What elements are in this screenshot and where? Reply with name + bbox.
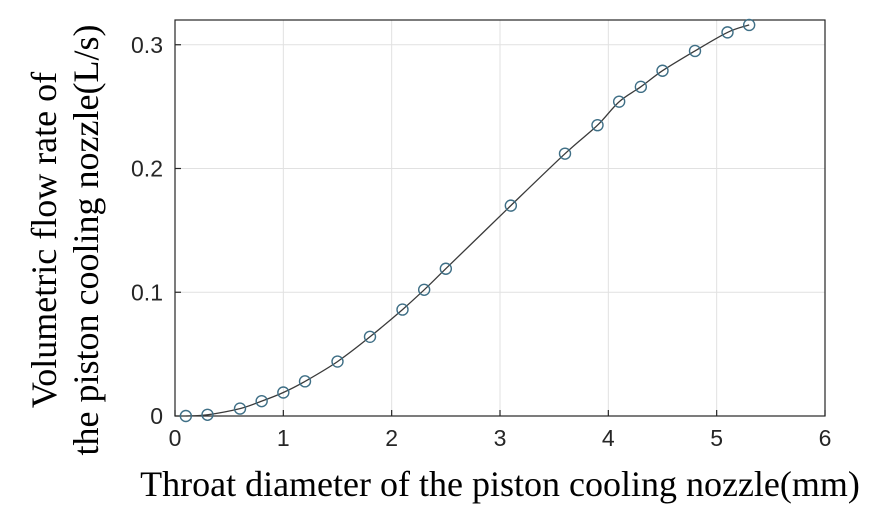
data-point — [721, 26, 734, 39]
data-point — [634, 80, 648, 94]
data-point-layer — [179, 18, 756, 423]
y-tick-label: 0 — [150, 403, 163, 429]
data-point — [233, 402, 247, 415]
data-point — [417, 283, 431, 296]
x-axis-title: Throat diameter of the piston cooling no… — [140, 464, 860, 504]
x-tick-label: 6 — [819, 425, 832, 451]
data-point — [612, 95, 626, 108]
data-point — [255, 394, 268, 408]
data-point — [439, 262, 453, 275]
y-axis-title-line-1: Volumetric flow rate of — [24, 72, 64, 408]
y-tick-label: 0.3 — [131, 32, 163, 58]
data-point — [591, 118, 604, 132]
x-tick-label: 2 — [385, 425, 398, 451]
tick-layer: 0 1 2 3 4 5 6 0 0.1 0.2 0.3 — [131, 32, 831, 451]
data-point — [558, 147, 572, 160]
data-point — [688, 44, 702, 58]
data-point — [298, 375, 312, 388]
x-tick-label: 5 — [710, 425, 723, 451]
fit-curve-line — [185, 24, 750, 417]
x-tick-label: 4 — [602, 425, 615, 451]
y-tick-label: 0.1 — [131, 279, 163, 305]
data-point — [179, 409, 193, 423]
grid-layer — [175, 20, 825, 416]
data-point — [396, 303, 409, 316]
data-point — [504, 199, 518, 212]
x-tick-label: 0 — [169, 425, 182, 451]
y-tick-label: 0.2 — [131, 156, 163, 182]
data-point — [201, 408, 214, 421]
data-point — [742, 18, 756, 32]
data-point — [331, 355, 344, 368]
data-point — [656, 64, 669, 77]
x-tick-label: 3 — [494, 425, 507, 451]
data-point — [277, 386, 290, 399]
x-tick-label: 1 — [277, 425, 290, 451]
data-point — [363, 330, 377, 343]
y-axis-title-line-2: the piston cooling nozzle(L/s) — [66, 25, 106, 456]
